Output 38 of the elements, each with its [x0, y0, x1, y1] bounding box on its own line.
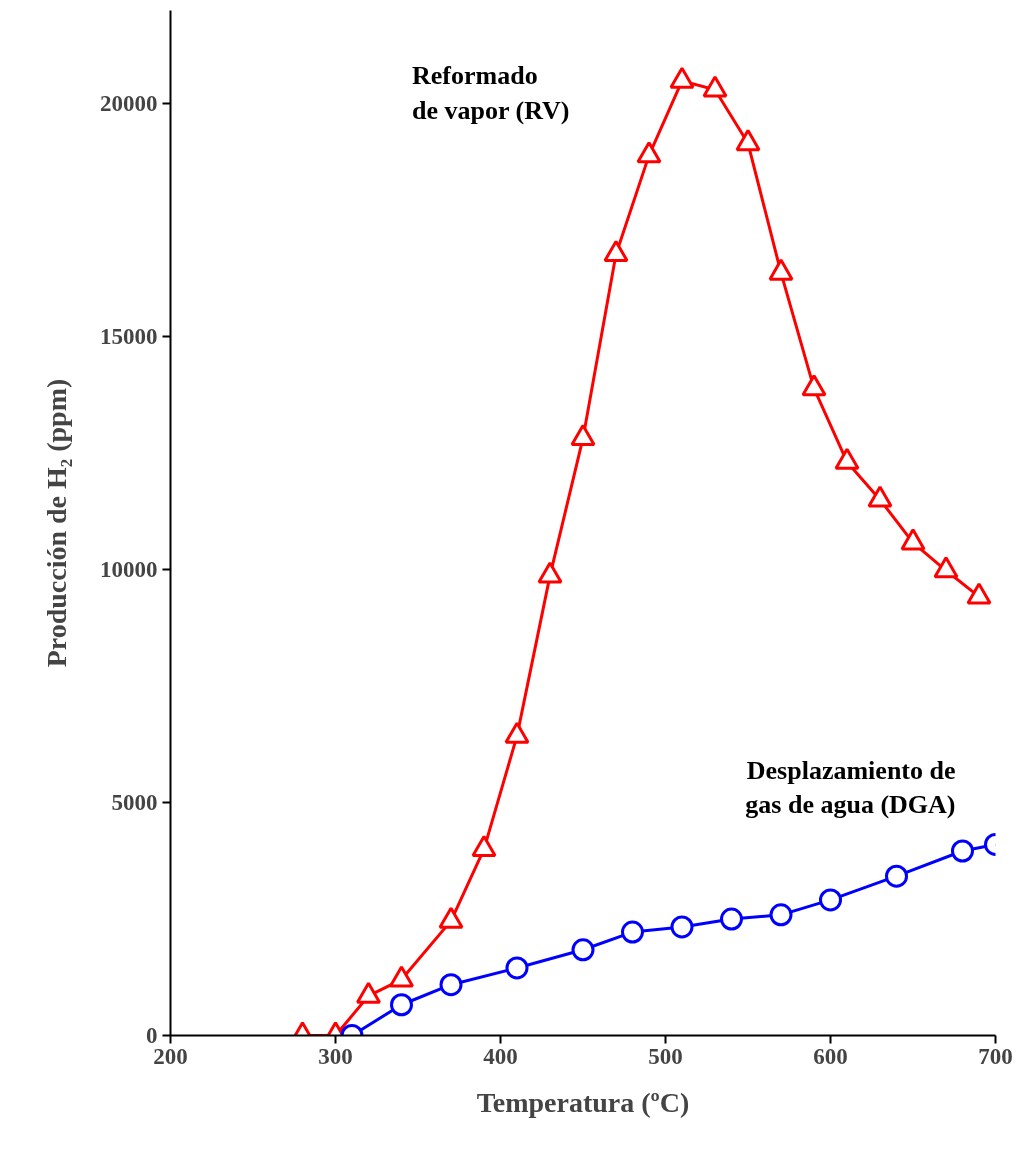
- y-tick-label: 20000: [100, 91, 158, 117]
- y-tick-label: 5000: [111, 790, 158, 816]
- point: [966, 582, 992, 605]
- x-tick-label: 600: [813, 1043, 848, 1069]
- point: [819, 888, 842, 912]
- point: [390, 993, 413, 1017]
- point: [900, 528, 926, 551]
- point: [768, 258, 794, 281]
- point: [570, 424, 596, 447]
- point: [537, 561, 563, 584]
- y-axis-title: Producción de H₂ (ppm): [41, 378, 72, 668]
- point: [834, 447, 860, 470]
- x-axis-title: Temperatura (ºC): [476, 1086, 690, 1118]
- point: [801, 374, 827, 397]
- point: [670, 915, 694, 939]
- series-label: Desplazamiento de gas de agua (DGA): [745, 755, 956, 820]
- point: [702, 75, 728, 98]
- point: [735, 129, 761, 152]
- point: [951, 839, 974, 863]
- x-tick-label: 400: [483, 1043, 518, 1069]
- point: [621, 920, 644, 944]
- point: [720, 907, 743, 931]
- y-tick-label: 15000: [100, 324, 158, 350]
- point: [603, 239, 629, 263]
- point: [867, 485, 893, 508]
- point: [933, 556, 959, 579]
- point: [439, 973, 463, 997]
- point: [636, 141, 662, 164]
- y-tick-label: 10000: [100, 557, 158, 583]
- x-tick-label: 300: [318, 1043, 353, 1069]
- point: [669, 66, 695, 89]
- point: [885, 864, 908, 888]
- point: [769, 903, 793, 927]
- point: [505, 956, 529, 980]
- x-tick-label: 700: [978, 1043, 1013, 1069]
- text: Reformado de vapor (RV): [412, 60, 570, 125]
- point: [571, 938, 595, 962]
- x-tick-label: 500: [648, 1043, 683, 1069]
